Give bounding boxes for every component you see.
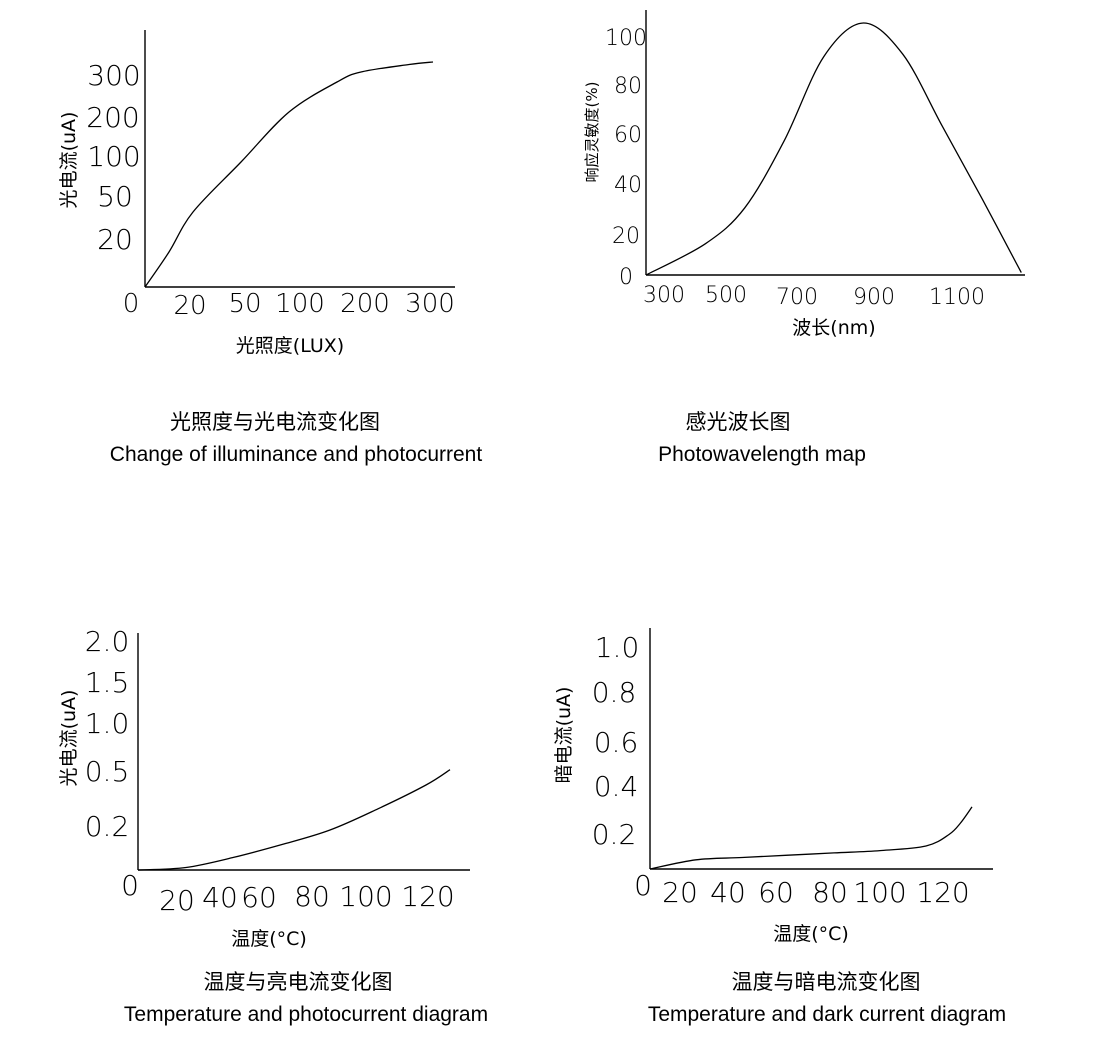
y-axis-title: 响应灵敏度(%) xyxy=(583,82,601,183)
x-tick-label: 80 xyxy=(294,880,330,913)
x-axis-title: 光照度(LUX) xyxy=(236,335,344,357)
x-tick-label: 300 xyxy=(643,283,685,308)
origin-label: 0 xyxy=(123,289,140,319)
y-tick-label: 20 xyxy=(97,223,133,256)
y-tick-label: 0.5 xyxy=(85,755,130,788)
y-tick-label: 2.0 xyxy=(85,625,130,658)
x-tick-label: 900 xyxy=(853,285,895,310)
x-tick-label: 120 xyxy=(401,880,454,913)
y-tick-label: 0 xyxy=(619,265,633,290)
series-line xyxy=(649,806,973,870)
caption-en: Temperature and dark current diagram xyxy=(648,1003,1006,1026)
caption-cn: 光照度与光电流变化图 xyxy=(170,410,380,434)
y-tick-label: 300 xyxy=(87,59,140,92)
caption-cn: 温度与亮电流变化图 xyxy=(204,970,393,994)
y-axis-title: 光电流(uA) xyxy=(58,690,80,787)
y-tick-label: 20 xyxy=(612,224,640,249)
x-axis-title: 波长(nm) xyxy=(792,317,875,339)
y-tick-label: 200 xyxy=(86,101,139,134)
series-line xyxy=(144,61,434,288)
chart-illuminance: 0 20 50 100 200 300 20 50 100 200 300 光照… xyxy=(58,30,482,466)
y-tick-label: 0.6 xyxy=(594,726,639,759)
y-tick-label: 80 xyxy=(614,74,642,99)
y-axis-title: 光电流(uA) xyxy=(58,112,80,209)
x-tick-label: 80 xyxy=(812,876,848,909)
caption-en: Photowavelength map xyxy=(658,443,866,466)
origin-label: 0 xyxy=(634,869,652,902)
x-tick-label: 1100 xyxy=(929,285,985,310)
x-tick-label: 20 xyxy=(159,884,195,917)
y-tick-label: 100 xyxy=(605,26,647,51)
x-tick-label: 60 xyxy=(758,876,794,909)
chart-temp-photocurrent: 0 20 40 60 80 100 120 0.2 0.5 1.0 1.5 2.… xyxy=(58,625,488,1026)
y-tick-label: 0.8 xyxy=(592,676,637,709)
x-tick-label: 100 xyxy=(853,876,906,909)
chart-wavelength: 300 500 700 900 1100 0 20 40 60 80 100 波… xyxy=(583,10,1025,466)
y-tick-label: 60 xyxy=(614,123,642,148)
x-tick-label: 60 xyxy=(241,881,277,914)
origin-label: 0 xyxy=(121,869,139,902)
y-tick-label: 0.4 xyxy=(594,770,639,803)
x-tick-label: 200 xyxy=(340,289,390,319)
y-tick-label: 1.0 xyxy=(85,707,130,740)
caption-cn: 感光波长图 xyxy=(686,410,791,434)
x-tick-label: 40 xyxy=(710,876,746,909)
y-tick-label: 0.2 xyxy=(592,818,637,851)
x-tick-label: 50 xyxy=(228,289,261,319)
y-tick-label: 0.2 xyxy=(85,810,130,843)
x-axis-title: 温度(°C) xyxy=(773,923,849,945)
series-line xyxy=(137,769,451,871)
x-tick-label: 40 xyxy=(202,881,238,914)
y-tick-label: 40 xyxy=(614,173,642,198)
y-tick-label: 50 xyxy=(97,180,133,213)
x-tick-label: 20 xyxy=(173,291,206,321)
x-tick-label: 300 xyxy=(405,289,455,319)
x-tick-label: 120 xyxy=(916,876,969,909)
y-tick-label: 1.0 xyxy=(595,631,640,664)
y-axis-title: 暗电流(uA) xyxy=(553,687,575,784)
x-tick-label: 500 xyxy=(705,283,747,308)
x-axis-title: 温度(°C) xyxy=(231,928,307,950)
caption-en: Change of illuminance and photocurrent xyxy=(110,443,483,466)
y-tick-label: 1.5 xyxy=(85,666,130,699)
chart-temp-darkcurrent: 0 20 40 60 80 100 120 0.2 0.4 0.6 0.8 1.… xyxy=(553,628,1006,1026)
x-tick-label: 100 xyxy=(275,289,325,319)
x-tick-label: 20 xyxy=(662,876,698,909)
caption-en: Temperature and photocurrent diagram xyxy=(124,1003,488,1026)
y-tick-label: 100 xyxy=(87,140,140,173)
series-line xyxy=(645,22,1022,276)
x-tick-label: 700 xyxy=(776,285,818,310)
x-tick-label: 100 xyxy=(339,880,392,913)
caption-cn: 温度与暗电流变化图 xyxy=(732,970,921,994)
